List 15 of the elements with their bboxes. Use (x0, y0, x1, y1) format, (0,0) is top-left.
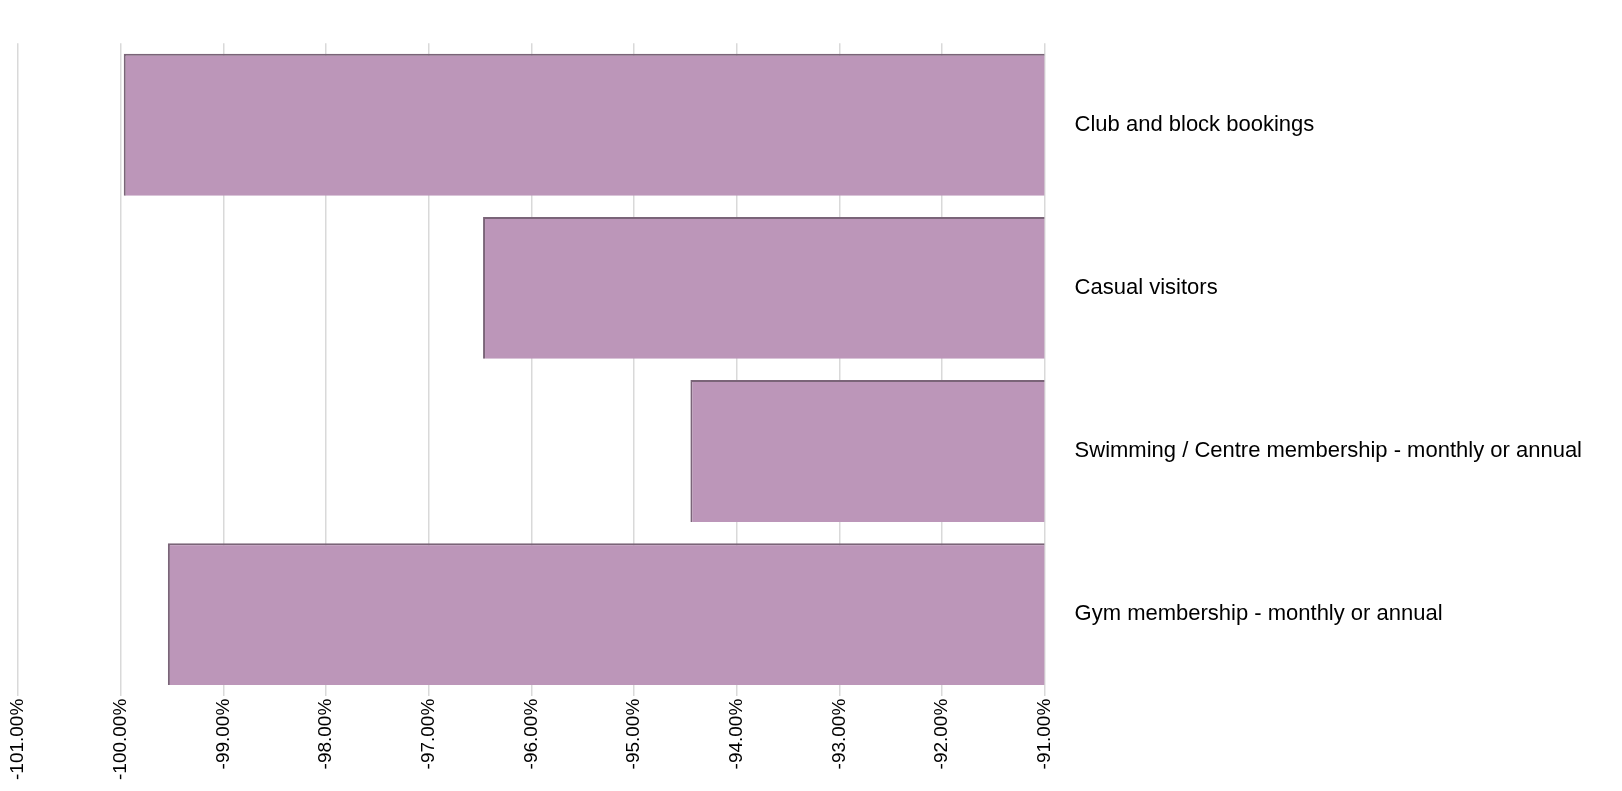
x-tick-label: -98.00% (314, 698, 336, 770)
y-tick-label: Swimming / Centre membership - monthly or annual (1074, 437, 1582, 463)
x-tick-label: -101.00% (6, 698, 28, 781)
x-tick-label: -100.00% (108, 698, 130, 781)
x-tick-label: -93.00% (827, 698, 849, 770)
y-tick-label: Gym membership - monthly or annual (1074, 600, 1443, 626)
x-tick-label: -92.00% (930, 698, 952, 770)
x-tick-label: -96.00% (519, 698, 541, 770)
x-tick-label: -91.00% (1032, 698, 1054, 770)
x-tick-label: -97.00% (416, 698, 438, 770)
x-tick-label: -94.00% (724, 698, 746, 770)
y-tick-label: Club and block bookings (1074, 110, 1315, 136)
x-tick-label: -99.00% (211, 698, 233, 770)
x-tick-label: -95.00% (622, 698, 644, 770)
y-tick-label: Casual visitors (1074, 273, 1218, 299)
